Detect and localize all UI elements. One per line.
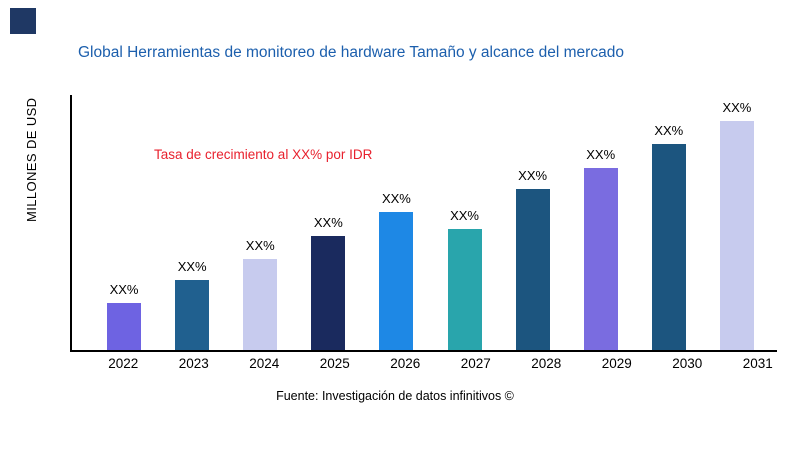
source-caption: Fuente: Investigación de datos infinitiv… [276,389,514,403]
plot-area: Tasa de crecimiento al XX% por IDR XX% XX… [70,95,777,352]
bar-column: XX% [294,95,362,350]
bar [447,229,482,350]
bar-value-label: XX% [177,259,207,274]
bar [719,121,754,350]
bar-column: XX% [703,95,771,350]
bar-column: XX% [362,95,430,350]
bar-value-label: XX% [245,238,275,253]
x-tick-label: 2026 [390,356,421,371]
bar-value-label: XX% [313,215,343,230]
bar-value-label: XX% [381,191,411,206]
bar-column: XX% [90,95,158,350]
bar-value-label: XX% [722,100,752,115]
x-tick-label: 2029 [601,356,632,371]
bars-container: XX% XX% XX% XX% XX% XX% XX% XX% XX% XX% [72,95,777,350]
bar [379,212,414,350]
x-tick-label: 2030 [672,356,703,371]
bar [651,144,686,350]
bar-column: XX% [226,95,294,350]
bar-column: XX% [430,95,498,350]
x-tick-label: 2025 [319,356,350,371]
bar-value-label: XX% [109,282,139,297]
bar-value-label: XX% [654,123,684,138]
bar-column: XX% [635,95,703,350]
growth-rate-annotation: Tasa de crecimiento al XX% por IDR [154,147,373,162]
bar-value-label: XX% [586,147,616,162]
chart-title: Global Herramientas de monitoreo de hard… [78,44,624,61]
y-axis-label: MILLONES DE USD [24,97,39,223]
bar-column: XX% [158,95,226,350]
bar [515,189,550,350]
x-tick-label: 2022 [108,356,139,371]
bar-value-label: XX% [518,168,548,183]
bar [583,168,618,350]
bar-value-label: XX% [450,208,479,223]
bar [311,236,346,350]
x-tick-label: 2023 [178,356,209,371]
bar-column: XX% [567,95,635,350]
x-axis-ticks: 2022 2023 2024 2025 2026 2027 2028 2029 2030 2031 [70,356,799,371]
bar [243,259,278,350]
x-tick-label: 2028 [531,356,562,371]
x-tick-label: 2024 [249,356,280,371]
x-tick-label: 2027 [460,356,491,371]
x-tick-label: 2031 [742,356,773,371]
bar [107,303,142,350]
bar [175,280,210,350]
logo-mark [10,8,36,34]
bar-column: XX% [499,95,567,350]
